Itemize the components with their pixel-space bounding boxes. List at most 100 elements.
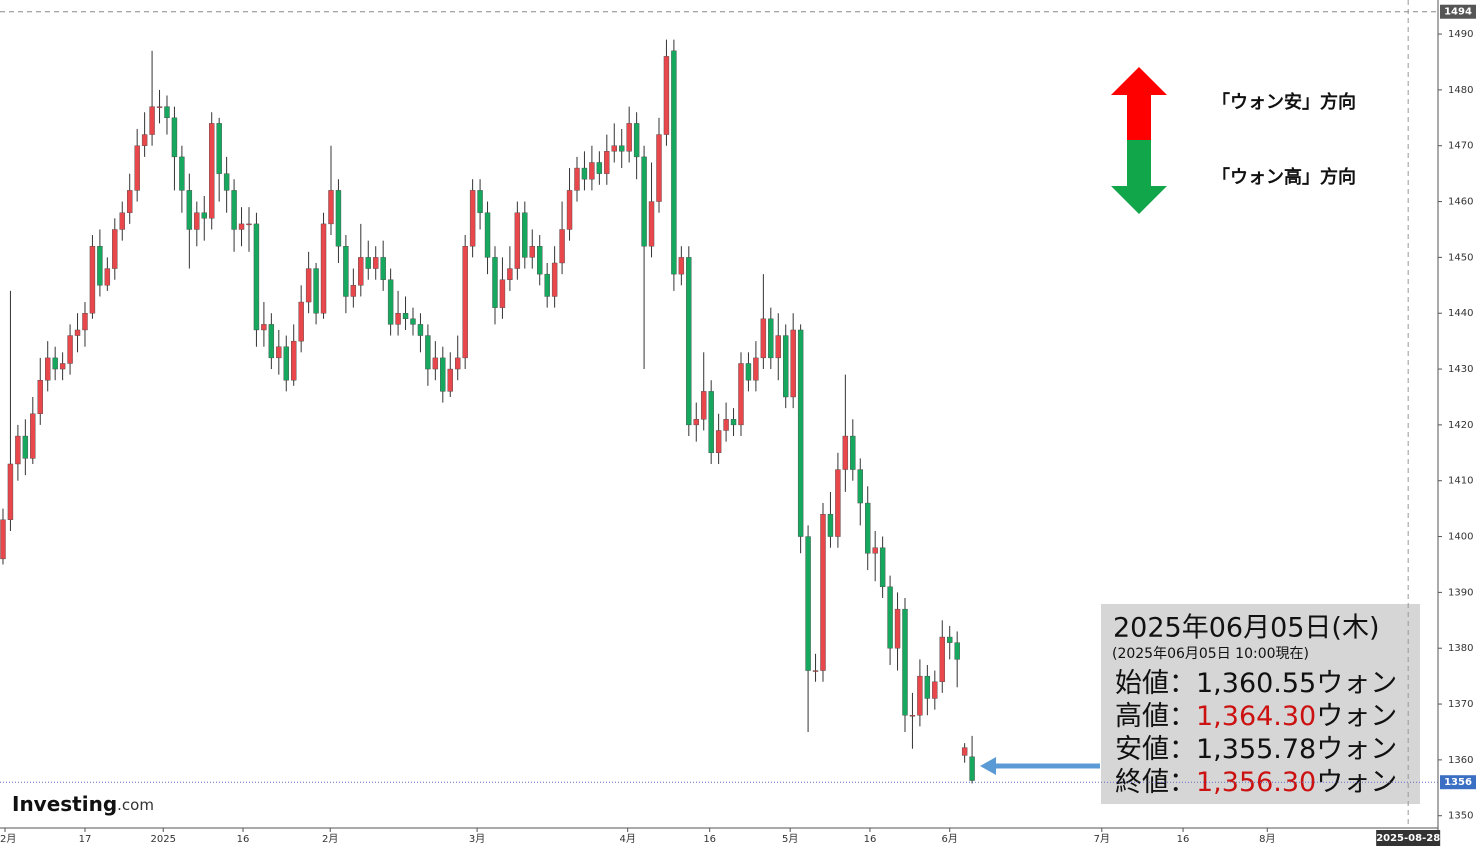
candle-body <box>663 56 670 135</box>
candle-body <box>186 190 193 230</box>
candle-body <box>745 363 752 381</box>
candle-body <box>783 335 789 398</box>
candle-body <box>194 212 200 230</box>
last-box <box>1440 775 1476 790</box>
y-tick-label: 1360 <box>1448 755 1473 766</box>
candles <box>0 39 975 784</box>
candle-body <box>507 268 513 280</box>
candle-body <box>551 262 558 297</box>
candle-body <box>961 747 968 756</box>
y-tick-label: 1370 <box>1448 699 1473 710</box>
candle-body <box>67 335 73 364</box>
candle-body <box>559 229 565 264</box>
candle-body <box>231 190 237 230</box>
candle-body <box>119 212 125 230</box>
candle-body <box>216 123 222 174</box>
candle-body <box>134 145 140 191</box>
info-row-unit: ウォン <box>1316 668 1397 699</box>
x-tick-label: 7月 <box>1094 833 1110 845</box>
y-tick-label: 1420 <box>1448 420 1473 431</box>
candle-body <box>402 313 409 320</box>
legend-down: 「ウォン高」方向 <box>1212 166 1356 188</box>
candle-body <box>924 675 931 699</box>
candle-body <box>730 419 737 426</box>
candle-body <box>246 223 252 226</box>
info-row-value: 1,364.30 <box>1196 701 1316 732</box>
y-tick-label: 1410 <box>1448 476 1473 487</box>
candle-body <box>529 246 535 258</box>
y-tick-label: 1380 <box>1448 643 1473 654</box>
candle-body <box>179 156 185 191</box>
candle-body <box>335 190 342 247</box>
cursor-date-label: 2025-08-28 <box>1376 833 1440 844</box>
x-tick-label: 16 <box>237 834 250 845</box>
candle-body <box>328 190 334 225</box>
candle-body <box>358 257 364 286</box>
up-arrow <box>1111 67 1167 140</box>
candle-body <box>566 190 573 230</box>
candle-body <box>276 346 282 359</box>
candle-body <box>589 162 595 180</box>
info-row-value: 1,360.55 <box>1196 668 1316 699</box>
y-tick-label: 1350 <box>1448 811 1473 822</box>
candle-body <box>52 357 58 370</box>
candle-body <box>261 324 267 331</box>
candle-body <box>633 123 640 158</box>
candle-body <box>387 279 394 325</box>
candle-body <box>462 246 468 359</box>
max-box <box>1440 4 1476 19</box>
info-row-value: 1,355.78 <box>1196 734 1316 765</box>
candle-body <box>59 363 66 370</box>
logo-brand: Investing <box>12 792 117 816</box>
candle-body <box>22 435 29 459</box>
candle-body <box>835 469 841 537</box>
candle-body <box>432 357 439 370</box>
candle-body <box>7 463 14 521</box>
candle-body <box>932 681 938 699</box>
candle-body <box>969 756 975 781</box>
candle-body <box>320 223 327 314</box>
candle-body <box>455 357 461 370</box>
y-tick-label: 1430 <box>1448 364 1473 375</box>
candle-body <box>30 413 36 459</box>
candle-body <box>291 340 297 381</box>
last-label: 1356 <box>1444 777 1472 788</box>
candle-body <box>596 162 603 174</box>
candle-body <box>641 156 647 247</box>
candle-body <box>909 715 916 717</box>
candle-body <box>373 257 379 269</box>
candle-body <box>89 246 96 314</box>
candle-body <box>723 419 729 431</box>
candle-body <box>686 257 692 426</box>
candle-body <box>469 190 476 247</box>
x-tick-label: 12月 <box>0 833 16 845</box>
candle-body <box>842 435 849 470</box>
y-tick-label: 1440 <box>1448 308 1473 319</box>
info-row: 終値：1,356.30ウォン <box>1115 767 1397 798</box>
candle-body <box>678 257 685 275</box>
logo-suffix: .com <box>117 796 154 814</box>
candle-body <box>917 675 923 716</box>
candle-body <box>82 313 88 331</box>
candle-body <box>268 324 275 359</box>
y-tick-label: 1450 <box>1448 252 1473 263</box>
x-tick-label: 5月 <box>782 833 798 845</box>
candle-body <box>760 318 767 359</box>
y-tick-label: 1400 <box>1448 532 1473 543</box>
info-title: 2025年06月05日(木) <box>1113 613 1380 644</box>
candle-body <box>790 329 796 398</box>
y-tick-label: 1480 <box>1448 85 1473 96</box>
x-tick-label: 2025 <box>151 834 176 845</box>
candle-body <box>156 106 163 108</box>
candle-body <box>350 285 357 297</box>
candle-body <box>574 167 580 191</box>
candle-body <box>604 151 610 174</box>
candle-body <box>112 229 118 269</box>
candle-body <box>850 435 856 470</box>
x-tick-label: 4月 <box>619 833 635 845</box>
candle-body <box>708 391 714 454</box>
candle-body <box>820 514 826 671</box>
candle-body <box>626 123 632 152</box>
candle-body <box>797 329 804 537</box>
